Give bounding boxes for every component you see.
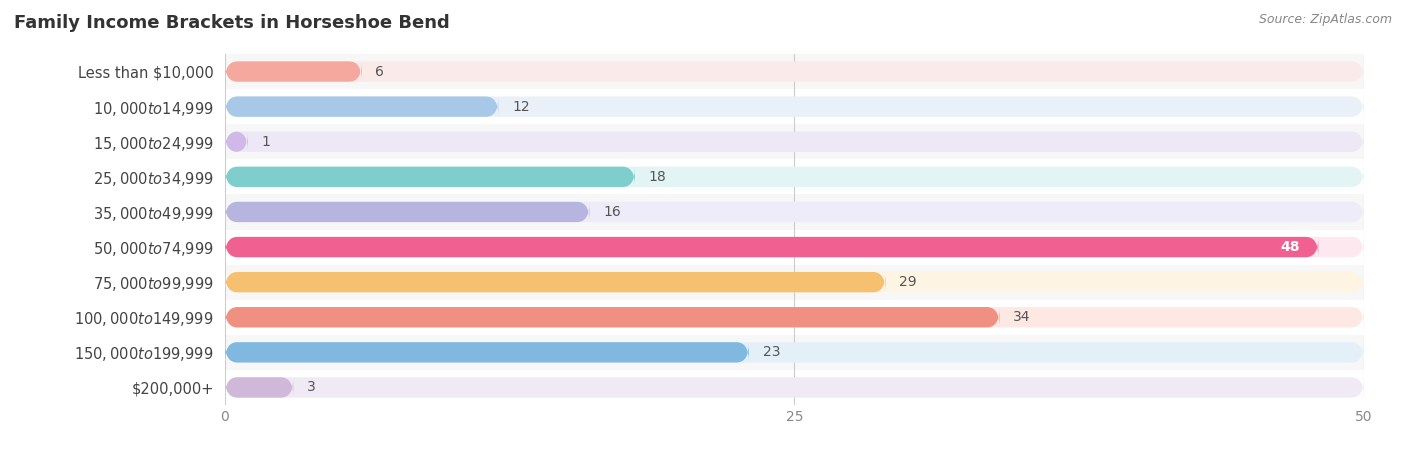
FancyBboxPatch shape (225, 96, 498, 117)
FancyBboxPatch shape (225, 61, 361, 82)
FancyBboxPatch shape (225, 166, 1364, 187)
Text: 48: 48 (1281, 240, 1301, 254)
Text: 6: 6 (375, 64, 384, 79)
Bar (225, 370, 1364, 405)
FancyBboxPatch shape (225, 96, 1364, 117)
FancyBboxPatch shape (225, 342, 1364, 363)
FancyBboxPatch shape (225, 202, 589, 222)
Text: 16: 16 (603, 205, 621, 219)
Text: 1: 1 (262, 135, 270, 149)
FancyBboxPatch shape (225, 307, 1000, 328)
Bar (225, 300, 1364, 335)
Text: 12: 12 (512, 99, 530, 114)
FancyBboxPatch shape (225, 342, 749, 363)
Text: 23: 23 (762, 345, 780, 360)
FancyBboxPatch shape (225, 272, 1364, 292)
Text: Source: ZipAtlas.com: Source: ZipAtlas.com (1258, 14, 1392, 27)
FancyBboxPatch shape (225, 237, 1319, 257)
FancyBboxPatch shape (225, 307, 1364, 328)
Text: 34: 34 (1014, 310, 1031, 324)
Bar (225, 124, 1364, 159)
Text: Family Income Brackets in Horseshoe Bend: Family Income Brackets in Horseshoe Bend (14, 14, 450, 32)
FancyBboxPatch shape (225, 61, 1364, 82)
Text: 3: 3 (307, 380, 316, 395)
FancyBboxPatch shape (225, 131, 1364, 152)
FancyBboxPatch shape (225, 272, 886, 292)
Bar (225, 194, 1364, 230)
Text: 29: 29 (900, 275, 917, 289)
Bar (225, 335, 1364, 370)
Bar (225, 159, 1364, 194)
FancyBboxPatch shape (225, 131, 247, 152)
FancyBboxPatch shape (225, 202, 1364, 222)
Bar (225, 89, 1364, 124)
Text: 18: 18 (648, 170, 666, 184)
Bar (225, 230, 1364, 265)
FancyBboxPatch shape (225, 377, 1364, 398)
FancyBboxPatch shape (225, 166, 636, 187)
Bar (225, 265, 1364, 300)
Bar (225, 54, 1364, 89)
FancyBboxPatch shape (225, 237, 1364, 257)
FancyBboxPatch shape (225, 377, 294, 398)
